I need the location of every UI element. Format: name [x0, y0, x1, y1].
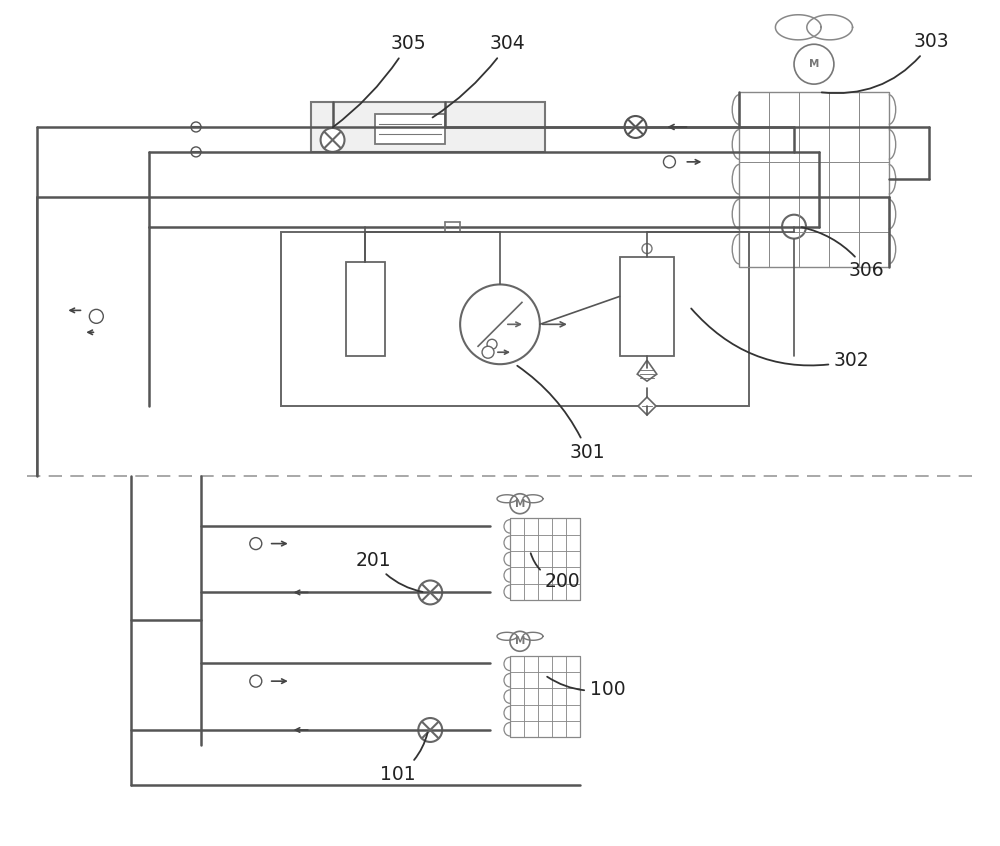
- Text: 306: 306: [802, 228, 884, 281]
- Circle shape: [191, 122, 201, 132]
- Text: 305: 305: [333, 34, 426, 127]
- Text: M: M: [515, 636, 525, 646]
- Text: 302: 302: [691, 309, 870, 371]
- Text: M: M: [515, 499, 525, 508]
- Text: 304: 304: [433, 34, 526, 118]
- Bar: [510, 656, 580, 738]
- Text: 201: 201: [355, 551, 423, 592]
- Circle shape: [487, 339, 497, 349]
- Bar: [375, 114, 445, 144]
- Text: 303: 303: [822, 32, 949, 93]
- Circle shape: [510, 494, 530, 514]
- Circle shape: [250, 675, 262, 687]
- Circle shape: [418, 580, 442, 604]
- Circle shape: [782, 215, 806, 239]
- Polygon shape: [638, 397, 656, 415]
- Circle shape: [250, 537, 262, 550]
- Text: 200: 200: [531, 553, 580, 591]
- Bar: [620, 256, 674, 356]
- Circle shape: [418, 718, 442, 742]
- Circle shape: [794, 44, 834, 84]
- Text: 100: 100: [547, 677, 625, 699]
- Text: 301: 301: [517, 365, 605, 462]
- Circle shape: [191, 147, 201, 157]
- Bar: [346, 261, 385, 356]
- Bar: [739, 92, 889, 266]
- Circle shape: [89, 310, 103, 323]
- Text: M: M: [809, 59, 819, 69]
- Circle shape: [321, 128, 345, 152]
- Circle shape: [460, 284, 540, 364]
- Circle shape: [663, 156, 675, 168]
- Circle shape: [482, 346, 494, 358]
- Circle shape: [625, 116, 647, 138]
- Bar: [281, 232, 749, 406]
- Polygon shape: [637, 360, 657, 382]
- Text: 101: 101: [380, 733, 428, 784]
- Bar: [311, 102, 545, 152]
- Bar: [510, 519, 580, 600]
- Circle shape: [642, 244, 652, 254]
- Circle shape: [510, 631, 530, 651]
